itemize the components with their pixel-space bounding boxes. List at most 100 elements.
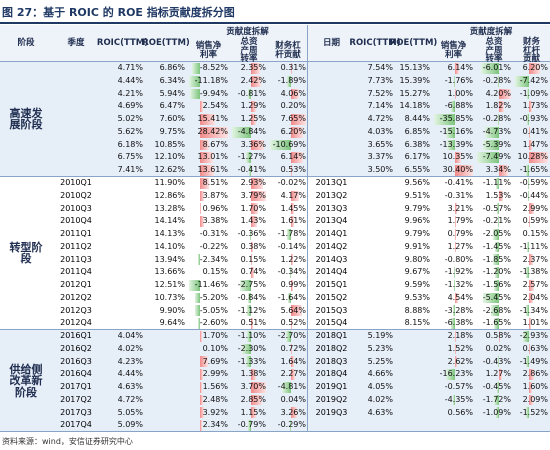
cell-value: 14.10% bbox=[154, 241, 185, 251]
cell-value: -0.80% bbox=[444, 254, 473, 264]
cell-value: 0.02% bbox=[485, 343, 511, 353]
quarter-label: 2014Q2 bbox=[315, 241, 348, 251]
header-bg bbox=[0, 25, 550, 62]
cell-value: 7.41% bbox=[117, 165, 143, 175]
quarter-label: 2016Q2 bbox=[60, 343, 92, 353]
cell-value: 11.90% bbox=[154, 177, 185, 187]
cell-value: -2.70% bbox=[277, 331, 306, 341]
data-bar bbox=[189, 279, 201, 291]
cell-value: -2.30% bbox=[237, 343, 266, 353]
cell-value: -1.10% bbox=[237, 331, 266, 341]
cell-value: 0.59% bbox=[522, 216, 548, 226]
data-bar bbox=[526, 241, 529, 253]
cell-value: 13.61% bbox=[197, 165, 228, 175]
cell-value: 6.55% bbox=[404, 165, 430, 175]
cell-value: -4.35% bbox=[444, 394, 473, 404]
cell-value: 0.72% bbox=[280, 343, 306, 353]
cell-value: 2.86% bbox=[522, 369, 548, 379]
quarter-label: 2019Q1 bbox=[315, 382, 348, 392]
data-bar bbox=[200, 381, 202, 393]
column-header: ROE(TTM) bbox=[142, 38, 190, 49]
cell-value: 3.65% bbox=[367, 139, 393, 149]
quarter-label: 2012Q1 bbox=[60, 280, 92, 290]
data-bar bbox=[494, 241, 499, 253]
cell-value: -4.81% bbox=[277, 382, 306, 392]
cell-value: 4.69% bbox=[117, 101, 143, 111]
data-bar bbox=[451, 101, 456, 113]
data-bar bbox=[200, 139, 209, 151]
data-bar bbox=[247, 88, 252, 100]
cell-value: -1.72% bbox=[482, 394, 511, 404]
cell-value: -35.85% bbox=[439, 114, 473, 124]
cell-value: 8.44% bbox=[404, 114, 430, 124]
cell-value: -0.44% bbox=[519, 190, 548, 200]
cell-value: 28.42% bbox=[197, 126, 228, 136]
data-bar bbox=[434, 114, 456, 125]
data-bar bbox=[290, 126, 304, 138]
data-bar bbox=[447, 139, 456, 151]
data-bar bbox=[493, 254, 499, 266]
data-bar bbox=[492, 228, 499, 240]
cell-value: 4.23% bbox=[117, 356, 143, 366]
cell-value: -13.39% bbox=[439, 139, 473, 149]
data-bar bbox=[528, 63, 541, 74]
cell-value: -0.57% bbox=[444, 382, 473, 392]
quarter-label: 2016Q1 bbox=[60, 331, 92, 341]
data-bar bbox=[494, 279, 499, 291]
cell-value: -1.52% bbox=[519, 407, 548, 417]
group-header: 贡献度拆解 bbox=[226, 27, 269, 38]
quarter-label bbox=[308, 151, 355, 164]
data-bar bbox=[528, 394, 533, 406]
data-bar bbox=[445, 369, 456, 380]
data-bar bbox=[528, 126, 530, 138]
data-bar bbox=[290, 318, 292, 329]
cell-value: -2.60% bbox=[199, 318, 228, 328]
cell-value: -2.68% bbox=[482, 305, 511, 315]
data-bar bbox=[490, 305, 499, 317]
stage-label: 高速发展阶段 bbox=[9, 106, 43, 132]
cell-value: 0.15% bbox=[202, 267, 228, 277]
cell-value: 13.28% bbox=[154, 203, 185, 213]
cell-value: 3.92% bbox=[202, 407, 228, 417]
cell-value: 13.66% bbox=[154, 267, 185, 277]
data-bar bbox=[528, 279, 534, 291]
cell-value: 5.09% bbox=[117, 420, 143, 430]
cell-value: -9.94% bbox=[199, 88, 228, 98]
stage-block bbox=[0, 176, 550, 330]
cell-value: 0.38% bbox=[240, 241, 266, 251]
cell-value: 1.43% bbox=[240, 216, 266, 226]
cell-value: 14.13% bbox=[154, 229, 185, 239]
data-bar bbox=[287, 228, 291, 240]
column-header: 季度 bbox=[67, 38, 85, 49]
data-bar bbox=[249, 165, 252, 176]
cell-value: -1.76% bbox=[444, 75, 473, 85]
stage-block bbox=[0, 329, 550, 432]
cell-value: 0.79% bbox=[447, 229, 473, 239]
cell-value: 4.54% bbox=[447, 292, 473, 302]
cell-value: -1.27% bbox=[237, 152, 266, 162]
data-bar bbox=[200, 356, 208, 368]
quarter-label: 2015Q1 bbox=[315, 280, 348, 290]
cell-value: 9.53% bbox=[404, 292, 430, 302]
cell-value: -1.09% bbox=[482, 407, 511, 417]
cell-value: 4.04% bbox=[117, 331, 143, 341]
cell-value: 0.58% bbox=[485, 331, 511, 341]
data-bar bbox=[527, 177, 529, 189]
data-bar bbox=[290, 203, 294, 215]
quarter-label: 2013Q3 bbox=[315, 203, 348, 213]
quarter-label: 2011Q3 bbox=[60, 254, 92, 264]
cell-value: 5.19% bbox=[367, 331, 393, 341]
data-bar bbox=[251, 241, 253, 253]
cell-value: 6.38% bbox=[404, 139, 430, 149]
data-bar bbox=[455, 165, 473, 176]
quarter-label: 2018Q4 bbox=[315, 369, 348, 379]
cell-value: -0.79% bbox=[237, 420, 266, 430]
data-bar bbox=[528, 318, 531, 329]
cell-value bbox=[395, 330, 432, 343]
cell-value: 0.74% bbox=[240, 267, 266, 277]
cell-value: -10.69% bbox=[272, 139, 306, 149]
cell-value: 13.94% bbox=[154, 254, 185, 264]
data-bar bbox=[477, 152, 499, 164]
quarter-label: 2014Q4 bbox=[315, 267, 348, 277]
data-bar bbox=[251, 75, 261, 87]
